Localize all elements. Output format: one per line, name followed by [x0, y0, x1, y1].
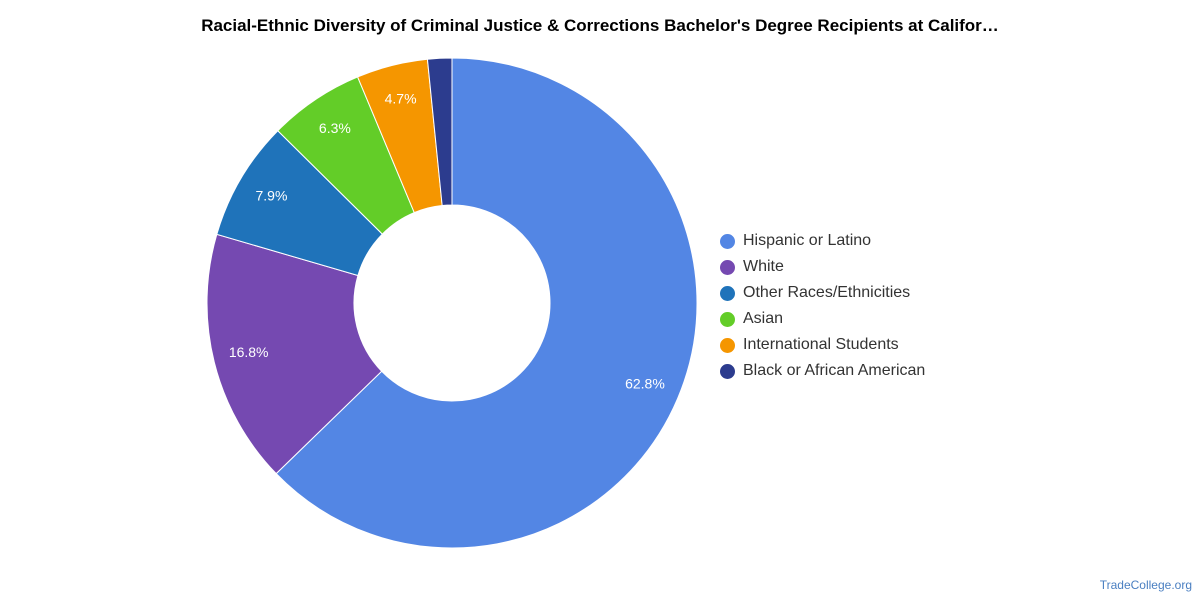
legend-swatch: [720, 363, 735, 379]
legend-label: Other Races/Ethnicities: [743, 284, 911, 301]
legend-label: Hispanic or Latino: [743, 232, 872, 249]
legend-item[interactable]: White: [720, 254, 1020, 280]
legend-item[interactable]: Hispanic or Latino: [720, 228, 1020, 254]
slice-label: 4.7%: [385, 91, 417, 107]
slice-label: 62.8%: [625, 375, 665, 391]
legend-item[interactable]: Asian: [720, 306, 1020, 332]
chart-title: Racial-Ethnic Diversity of Criminal Just…: [201, 16, 999, 35]
slice-label: 16.8%: [229, 344, 269, 360]
legend-item[interactable]: Black or African American: [720, 358, 1020, 384]
chart-legend: Hispanic or Latino White Other Races/Ethni…: [720, 228, 1020, 384]
slice-white[interactable]: [206, 233, 383, 475]
legend-label: Asian: [743, 310, 784, 327]
legend-item[interactable]: International Students: [720, 332, 1020, 358]
legend-item[interactable]: Other Races/Ethnicities: [720, 280, 1020, 306]
legend-swatch: [720, 285, 735, 301]
legend-label: White: [743, 258, 784, 275]
legend-swatch: [720, 259, 735, 275]
slice-label: 7.9%: [255, 187, 287, 203]
slice-black-or-african-american[interactable]: [426, 57, 453, 207]
slice-hispanic-or-latino[interactable]: [275, 57, 698, 549]
slice-label: 6.3%: [319, 120, 351, 136]
legend-label: International Students: [743, 336, 899, 353]
legend-swatch: [720, 311, 735, 327]
legend-swatch: [720, 233, 735, 249]
legend-swatch: [720, 337, 735, 353]
legend-label: Black or African American: [743, 362, 926, 379]
source-credit-link[interactable]: TradeCollege.org: [1099, 578, 1192, 592]
